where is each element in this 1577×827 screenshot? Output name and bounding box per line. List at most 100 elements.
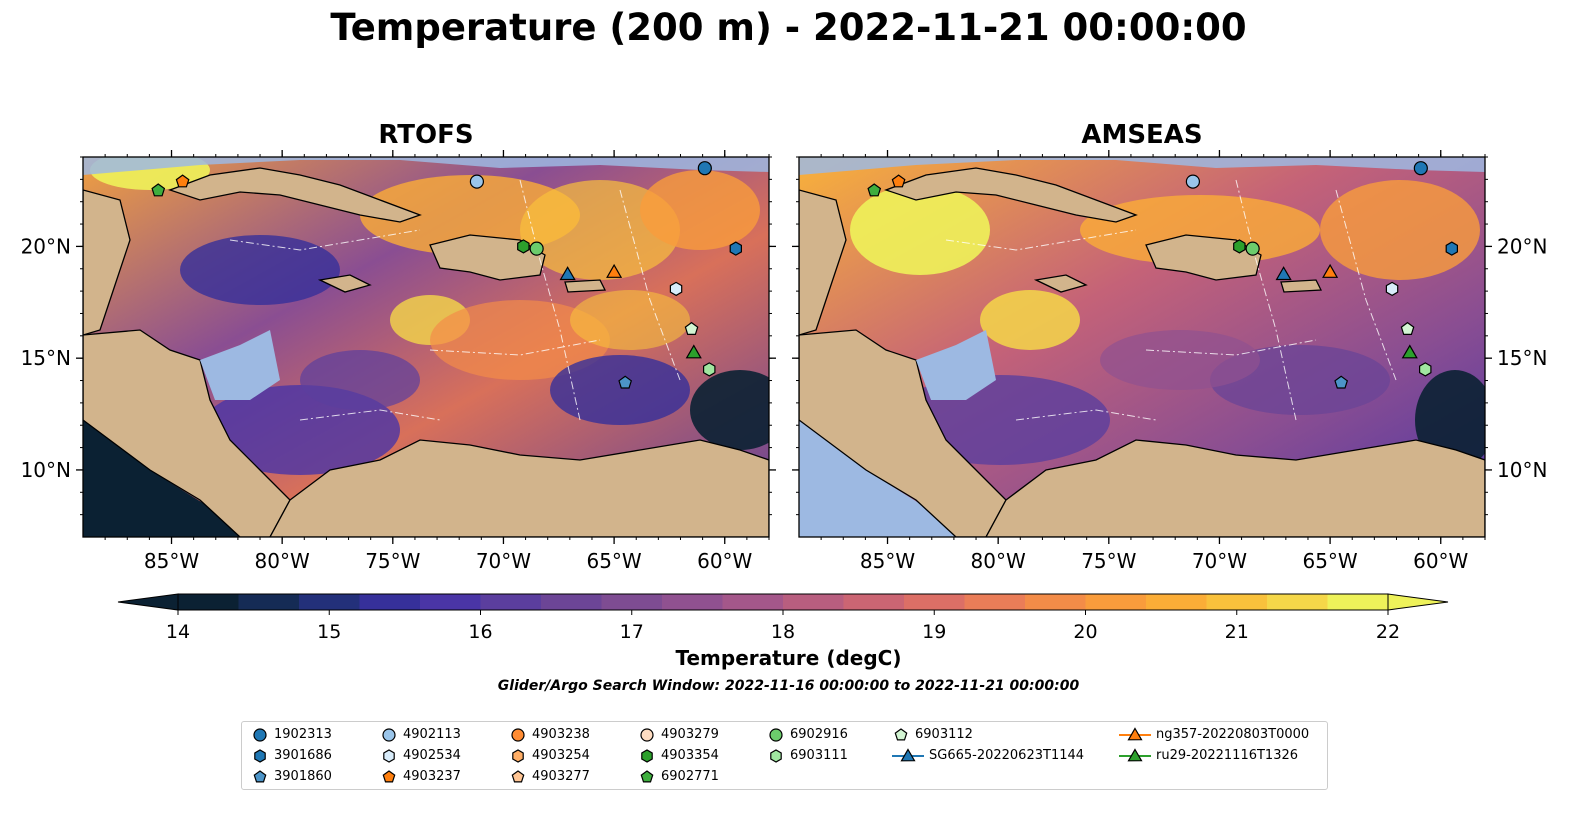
lon-tick-label: 75°W <box>365 549 420 573</box>
lat-tick-label: 10°N <box>1497 458 1547 482</box>
lon-tick-label: 75°W <box>1081 549 1136 573</box>
legend-label: 1902313 <box>274 727 332 742</box>
legend-symbol <box>1127 748 1143 762</box>
legend-marker <box>512 749 524 763</box>
colorbar-tick-label: 15 <box>317 621 341 643</box>
marker-ru29-20221116T1326 <box>1401 344 1418 359</box>
legend-symbol <box>253 728 267 742</box>
marker-SG665-20220623T1144 <box>559 266 576 281</box>
lon-tick-label: 60°W <box>697 549 752 573</box>
legend-label: 6902771 <box>661 769 719 784</box>
legend-marker <box>383 749 395 763</box>
marker-4903237 <box>891 174 906 188</box>
marker-6903111 <box>1418 362 1432 377</box>
marker-ng357-20220803T0000 <box>606 263 623 278</box>
legend-marker <box>640 770 654 783</box>
marker-4902113 <box>1185 174 1200 189</box>
lon-tick-label: 70°W <box>1192 549 1247 573</box>
marker-6902916 <box>529 241 544 256</box>
colorbar-extend-low <box>117 593 179 611</box>
colorbar-segment <box>1206 594 1268 610</box>
legend-marker <box>511 770 525 783</box>
legend-entry: 6902916 <box>766 725 848 745</box>
legend-entry: 4903238 <box>508 725 590 745</box>
colorbar-segment <box>541 594 602 610</box>
legend-label: SG665-20220623T1144 <box>929 748 1085 763</box>
lon-tick-label: 70°W <box>476 549 531 573</box>
legend-entry: 3901686 <box>250 746 332 766</box>
marker-4902534 <box>669 281 683 297</box>
colorbar-tick-label: 19 <box>922 621 946 643</box>
colorbar-segment <box>238 594 300 610</box>
legend-label: 4903254 <box>532 748 590 763</box>
legend-label: 4903277 <box>532 769 590 784</box>
colorbar-segment <box>1146 594 1207 610</box>
legend-symbol <box>770 749 782 763</box>
legend-marker <box>894 728 908 741</box>
search-window-text: Glider/Argo Search Window: 2022-11-16 00… <box>497 678 1080 694</box>
legend-marker <box>641 749 653 763</box>
marker-6903112 <box>1400 321 1415 335</box>
legend-symbol <box>511 728 525 742</box>
marker-6902771 <box>151 183 166 197</box>
colorbar-segment <box>1085 594 1147 610</box>
lon-tick-label: 65°W <box>1302 549 1357 573</box>
colorbar-segment <box>904 594 965 610</box>
legend-entry: 6903111 <box>766 746 848 766</box>
marker-1902313 <box>697 161 712 176</box>
legend-label: 6903112 <box>915 727 973 742</box>
legend-marker <box>511 728 525 742</box>
legend-line-marker <box>892 748 924 762</box>
colorbar-tick-label: 21 <box>1225 621 1249 643</box>
marker-4903354 <box>517 239 530 254</box>
lon-tick-label: 80°W <box>971 549 1026 573</box>
panel-title-rtofs: RTOFS <box>378 120 474 150</box>
legend-entry: SG665-20220623T1144 <box>891 746 1084 766</box>
colorbar: 14 15 16 17 18 19 20 21 22 <box>117 593 1449 643</box>
legend-symbol <box>512 749 524 763</box>
legend-label: 4903238 <box>532 727 590 742</box>
marker-4902113 <box>469 174 484 189</box>
colorbar-tick-label: 20 <box>1073 621 1097 643</box>
colorbar-segment <box>480 594 542 610</box>
lon-tick-label: 60°W <box>1413 549 1468 573</box>
colorbar-segment <box>1025 594 1086 610</box>
colorbar-segment <box>299 594 360 610</box>
legend-entry: 4903279 <box>637 725 719 745</box>
colorbar-segment <box>964 594 1026 610</box>
legend-symbol <box>894 728 908 741</box>
colorbar-segment <box>843 594 905 610</box>
colorbar-tick-label: 16 <box>468 621 492 643</box>
lat-tick-label: 15°N <box>1497 346 1547 370</box>
lat-tick-label: 15°N <box>21 346 71 370</box>
axis-ticks: 85°W 80°W 75°W 70°W 65°W 60°W 20°N 15°N 10°N 85°W… <box>21 150 1547 573</box>
figure-title: Temperature (200 m) - 2022-11-21 00:00:0… <box>330 6 1247 49</box>
marker-6902771 <box>867 183 882 197</box>
legend-symbol <box>382 770 396 783</box>
colorbar-tick-label: 17 <box>620 621 644 643</box>
legend-label: 4903354 <box>661 748 719 763</box>
legend-symbol <box>769 728 783 742</box>
legend-marker <box>769 728 783 742</box>
legend-marker <box>253 728 267 742</box>
legend-symbol <box>511 770 525 783</box>
colorbar-extend-high <box>1387 593 1449 611</box>
legend-marker <box>254 749 266 763</box>
lon-tick-label: 85°W <box>860 549 915 573</box>
panel-title-amseas: AMSEAS <box>1081 120 1203 150</box>
colorbar-tick-label: 22 <box>1376 621 1400 643</box>
marker-6902916 <box>1245 241 1260 256</box>
legend-entry: 1902313 <box>250 725 332 745</box>
legend-label: 4902113 <box>403 727 461 742</box>
legend-symbol <box>383 749 395 763</box>
legend-symbol <box>640 770 654 783</box>
legend-entry: 6902771 <box>637 767 719 787</box>
legend-marker <box>640 728 654 742</box>
legend-label: 4903279 <box>661 727 719 742</box>
legend-line-marker <box>1119 748 1151 762</box>
colorbar-tick-label: 14 <box>166 621 190 643</box>
legend-entry: 4902534 <box>379 746 461 766</box>
marker-4903237 <box>175 174 190 188</box>
colorbar-segment <box>178 594 239 610</box>
